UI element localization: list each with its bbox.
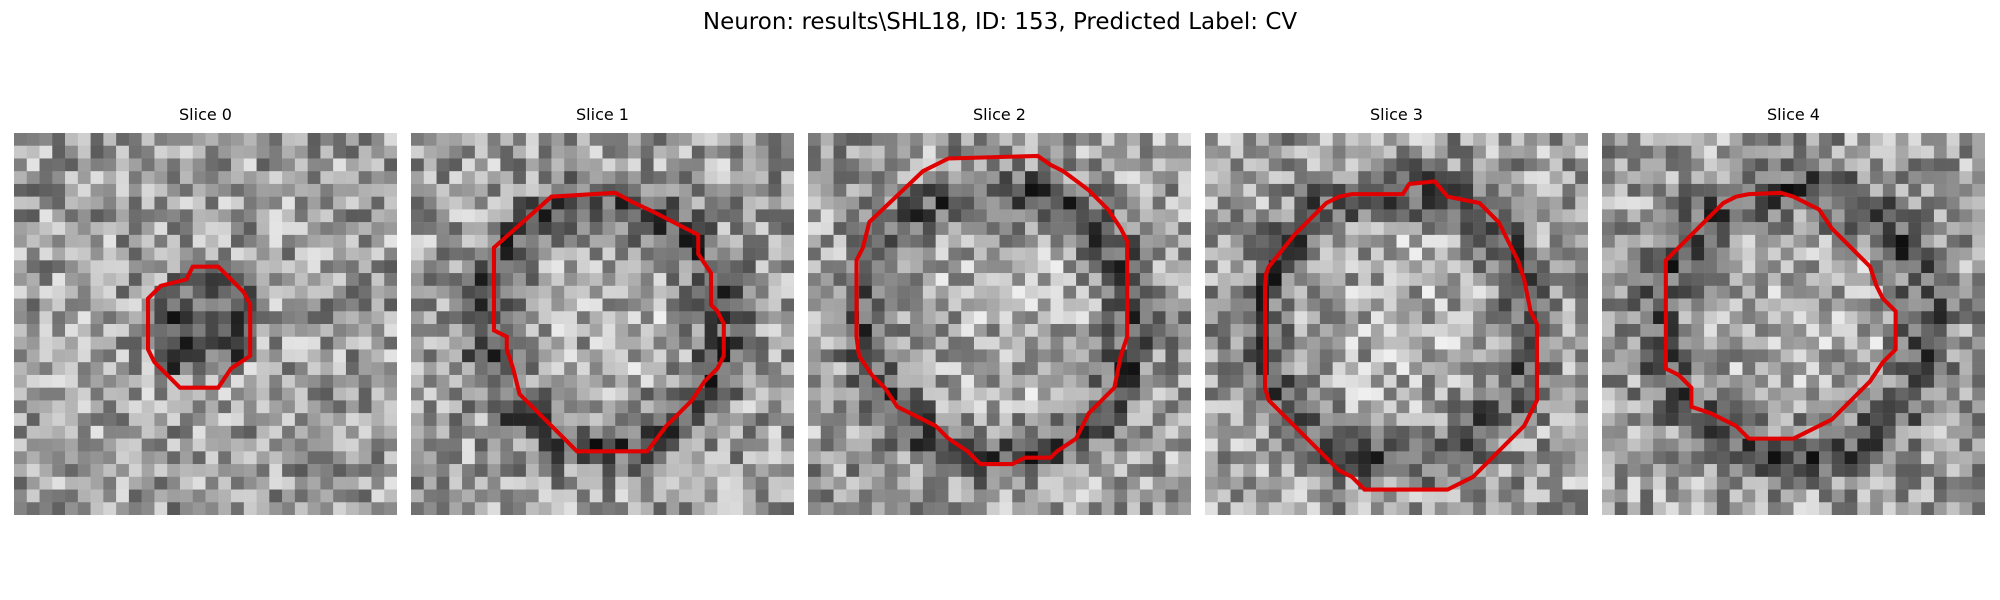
- segmentation-outline: [1663, 190, 1898, 441]
- slice-image: [808, 133, 1191, 515]
- segmentation-outline: [146, 264, 253, 390]
- slice-image: [1205, 133, 1588, 515]
- segmentation-outline: [854, 153, 1130, 467]
- slice-panel-1: Slice 1: [411, 105, 794, 515]
- segmentation-outline: [1262, 179, 1539, 492]
- pixel-grid: [808, 133, 1191, 515]
- slice-panel-3: Slice 3: [1205, 105, 1588, 515]
- pixel-grid: [411, 133, 794, 515]
- slice-title: Slice 2: [973, 105, 1026, 124]
- slice-title: Slice 0: [179, 105, 232, 124]
- slice-panel-0: Slice 0: [14, 105, 397, 515]
- slice-panel-2: Slice 2: [808, 105, 1191, 515]
- slice-panel-4: Slice 4: [1602, 105, 1985, 515]
- segmentation-outline: [491, 190, 726, 454]
- pixel-grid: [14, 133, 397, 515]
- slice-title: Slice 1: [576, 105, 629, 124]
- slice-image: [1602, 133, 1985, 515]
- pixel-grid: [1602, 133, 1985, 515]
- pixel-grid: [1205, 133, 1588, 515]
- slice-image: [411, 133, 794, 515]
- slice-title: Slice 3: [1370, 105, 1423, 124]
- slice-title: Slice 4: [1767, 105, 1820, 124]
- figure-title: Neuron: results\SHL18, ID: 153, Predicte…: [702, 9, 1298, 35]
- slice-image: [14, 133, 397, 515]
